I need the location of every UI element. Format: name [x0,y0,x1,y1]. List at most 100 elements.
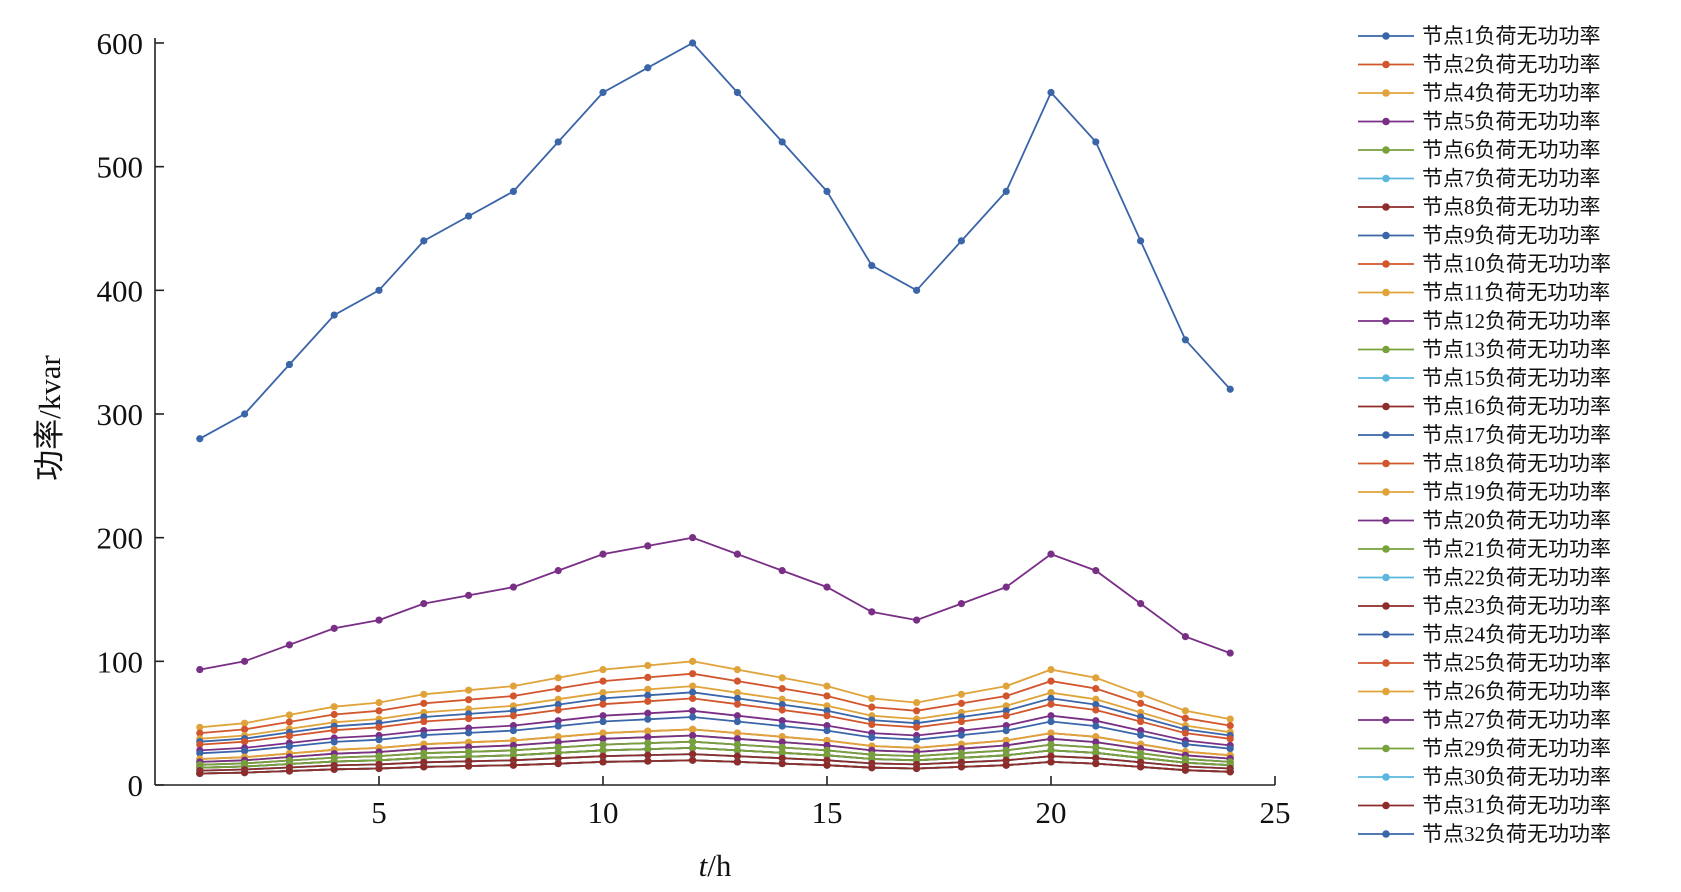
data-point [644,542,652,550]
data-point [644,733,652,741]
legend-label: 节点6负荷无功功率 [1422,138,1601,162]
series-line [199,709,1231,752]
legend-label: 节点13负荷无功功率 [1422,338,1611,362]
data-point [241,725,249,733]
series-28 [196,750,1234,775]
data-point [1092,674,1100,682]
data-point [644,661,652,670]
data-point [868,608,876,616]
data-point [1002,726,1010,735]
data-point [733,746,742,754]
series-9 [196,756,1234,778]
data-point [1092,684,1100,693]
data-point [1002,187,1010,195]
data-point [196,723,204,731]
legend-item: 节点13负荷无功功率 [1358,338,1611,362]
legend-label: 节点2负荷无功功率 [1422,53,1601,77]
legend-swatch-marker [1382,602,1390,610]
data-point [285,718,293,726]
legend-label: 节点31负荷无功功率 [1422,794,1611,818]
legend-swatch-marker [1382,488,1390,496]
legend-label: 节点24负荷无功功率 [1422,623,1611,647]
data-point [644,715,652,723]
data-point [868,733,876,741]
data-point [733,735,742,743]
data-point [1226,722,1234,730]
data-point [1002,692,1010,700]
data-point [509,751,517,759]
series-13 [196,756,1234,778]
data-point [1092,717,1100,725]
legend-swatch-marker [1382,431,1390,439]
y-tick-label: 400 [97,273,144,308]
data-point [1002,682,1010,690]
data-point [599,694,607,703]
data-point [554,717,562,725]
data-point [1047,752,1055,760]
data-point [1092,701,1100,709]
data-point [554,567,562,575]
data-point [599,665,607,674]
data-point [1137,717,1145,726]
data-point [554,743,562,752]
data-point [957,763,966,771]
legend-label: 节点21负荷无功功率 [1422,537,1611,561]
legend-item: 节点10负荷无功功率 [1358,252,1611,276]
legend-swatch-marker [1382,32,1390,40]
data-point [733,677,742,685]
legend-item: 节点16负荷无功功率 [1358,395,1611,419]
data-point [196,769,204,778]
data-point [1181,714,1189,722]
legend-swatch-marker [1382,630,1390,639]
legend-item: 节点6负荷无功功率 [1358,138,1601,162]
data-point [689,694,697,703]
data-point [285,641,293,649]
y-tick-label: 100 [97,644,144,679]
data-point [823,756,831,764]
data-point [823,751,831,759]
legend-swatch-marker [1382,203,1390,211]
legend-label: 节点18负荷无功功率 [1422,452,1611,476]
data-point [733,700,742,708]
data-point [913,707,921,715]
data-point [285,742,293,751]
data-point [733,729,742,737]
y-axis-title: 功率/kvar [32,354,67,480]
series-line [199,753,1231,772]
legend-label: 节点29负荷无功功率 [1422,737,1611,761]
data-point [778,717,786,725]
series-23 [196,694,1234,749]
legend-item: 节点18负荷无功功率 [1358,452,1611,476]
legend-item: 节点24负荷无功功率 [1358,623,1611,647]
data-point [1181,336,1189,344]
data-point [778,684,786,693]
y-tick-label: 500 [97,150,144,185]
data-point [778,674,786,682]
data-point [375,707,383,715]
data-point [1092,743,1100,752]
legend-label: 节点7负荷无功功率 [1422,167,1601,191]
data-point [196,435,204,443]
legend-label: 节点10负荷无功功率 [1422,252,1611,276]
data-point [554,759,562,768]
data-point [465,729,473,737]
legend-label: 节点5负荷无功功率 [1422,110,1601,134]
data-point [509,682,517,690]
data-point [778,695,786,703]
data-point [1137,600,1145,608]
data-point [868,262,876,270]
legend-item: 节点31负荷无功功率 [1358,794,1611,818]
data-point [1047,88,1055,97]
data-point [1137,690,1145,698]
x-tick-label: 5 [371,795,387,830]
data-point [689,713,697,721]
y-tick-label: 600 [97,26,144,61]
data-point [599,717,607,726]
data-point [823,187,831,195]
data-point [823,712,831,720]
legend-item: 节点17负荷无功功率 [1358,423,1611,447]
legend-swatch-marker [1382,60,1390,69]
data-point [375,616,383,624]
data-point [1047,700,1055,708]
